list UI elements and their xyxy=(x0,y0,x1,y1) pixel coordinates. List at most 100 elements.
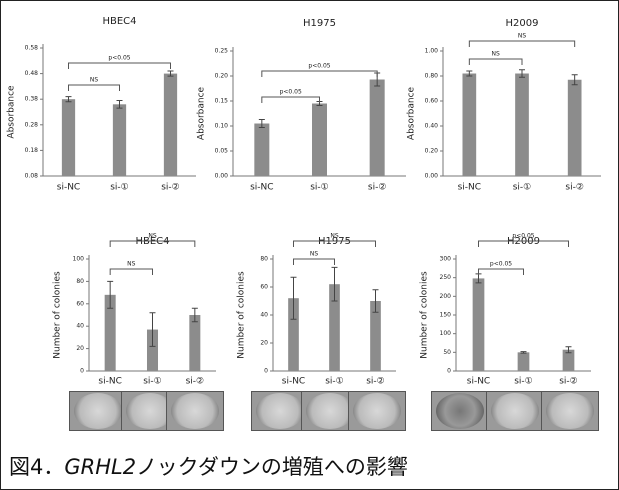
y-tick-label: 200 xyxy=(440,293,452,300)
y-tick-label: 0.58 xyxy=(25,45,39,52)
chart-title: H2009 xyxy=(506,18,539,29)
y-tick-label: 0 xyxy=(264,368,268,375)
x-tick-label: si-① xyxy=(310,183,329,193)
x-tick-label: si-② xyxy=(565,183,584,193)
x-tick-label: si-① xyxy=(110,183,129,193)
y-axis-label: Absorbance xyxy=(7,85,17,139)
y-tick-label: 0.18 xyxy=(25,147,39,154)
y-tick-label: 80 xyxy=(76,278,84,285)
y-tick-label: 0.60 xyxy=(425,98,439,105)
colony-photo xyxy=(541,391,599,431)
bar xyxy=(473,278,485,371)
y-tick-label: 50 xyxy=(443,349,451,356)
significance-label: NS xyxy=(127,261,135,268)
x-tick-label: si-② xyxy=(186,377,205,387)
y-tick-label: 0.20 xyxy=(215,73,229,80)
bar xyxy=(518,352,530,371)
bar xyxy=(189,315,200,371)
y-axis-label: Absorbance xyxy=(407,86,417,140)
y-tick-label: 250 xyxy=(440,274,452,281)
significance-label: NS xyxy=(492,51,500,58)
x-tick-label: si-② xyxy=(559,377,578,387)
significance-label: p<0.05 xyxy=(280,89,302,96)
bar xyxy=(370,80,385,177)
x-tick-label: si-NC xyxy=(458,183,481,193)
x-tick-label: si-② xyxy=(161,183,180,193)
significance-label: NS xyxy=(310,251,318,258)
significance-label: NS xyxy=(148,233,156,240)
y-axis-label: Number of colonies xyxy=(53,271,63,359)
y-tick-label: 0.05 xyxy=(215,148,229,155)
bar xyxy=(568,80,582,176)
x-tick-label: si-NC xyxy=(98,377,121,387)
y-tick-label: 0 xyxy=(80,368,84,375)
significance-bracket xyxy=(69,85,120,91)
figure: HBEC4Absorbance0.080.180.280.380.480.58s… xyxy=(0,0,619,490)
bar xyxy=(462,74,476,177)
bar xyxy=(164,74,177,176)
y-axis-label: Number of colonies xyxy=(420,271,430,359)
caption: 図4．GRHL2ノックダウンの増殖への影響 xyxy=(9,451,408,481)
x-tick-label: si-② xyxy=(368,183,387,193)
y-tick-label: 0.00 xyxy=(425,173,439,180)
significance-label: p<0.05 xyxy=(512,233,534,240)
error-bar xyxy=(521,352,527,353)
colony-photo xyxy=(69,391,127,431)
y-tick-label: 150 xyxy=(440,312,452,319)
x-tick-label: si-① xyxy=(143,377,162,387)
x-tick-label: si-② xyxy=(366,377,385,387)
x-tick-label: si-NC xyxy=(282,377,305,387)
y-tick-label: 100 xyxy=(73,256,85,263)
x-tick-label: si-① xyxy=(513,183,532,193)
y-tick-label: 0.00 xyxy=(215,173,229,180)
y-tick-label: 40 xyxy=(76,323,84,330)
colony-photo xyxy=(348,391,406,431)
y-tick-label: 20 xyxy=(76,345,84,352)
bar xyxy=(62,99,75,176)
caption-gene: GRHL2 xyxy=(64,455,136,479)
significance-label: NS xyxy=(518,33,526,40)
x-tick-label: si-NC xyxy=(250,183,273,193)
y-tick-label: 80 xyxy=(260,256,268,263)
significance-label: NS xyxy=(90,77,98,84)
significance-label: p<0.05 xyxy=(108,55,130,62)
y-tick-label: 1.00 xyxy=(425,48,439,55)
caption-prefix: 図4． xyxy=(9,455,64,479)
y-tick-label: 40 xyxy=(260,312,268,319)
colony-photo xyxy=(166,391,224,431)
bar xyxy=(312,104,327,177)
significance-bracket xyxy=(69,63,171,69)
y-axis-label: Absorbance xyxy=(197,86,207,140)
y-tick-label: 0.20 xyxy=(425,148,439,155)
significance-bracket xyxy=(479,269,524,275)
y-tick-label: 300 xyxy=(440,256,452,263)
y-tick-label: 0.80 xyxy=(425,73,439,80)
significance-bracket xyxy=(294,259,335,265)
significance-bracket xyxy=(262,71,377,77)
y-tick-label: 0.08 xyxy=(25,173,39,180)
colony-photo xyxy=(486,391,544,431)
x-tick-label: si-NC xyxy=(57,183,80,193)
significance-label: p<0.05 xyxy=(490,261,512,268)
chart-title: H1975 xyxy=(303,18,336,29)
x-tick-label: si-① xyxy=(325,377,344,387)
significance-bracket xyxy=(469,41,574,47)
y-tick-label: 20 xyxy=(260,340,268,347)
significance-label: NS xyxy=(330,233,338,240)
y-tick-label: 0.40 xyxy=(425,123,439,130)
bar xyxy=(254,124,269,177)
colony-photo xyxy=(431,391,489,431)
x-tick-label: si-① xyxy=(514,377,533,387)
significance-bracket xyxy=(110,269,152,275)
y-tick-label: 0.25 xyxy=(215,48,229,55)
significance-bracket xyxy=(469,59,522,65)
significance-bracket xyxy=(262,97,320,103)
y-tick-label: 60 xyxy=(260,284,268,291)
y-tick-label: 0.38 xyxy=(25,96,39,103)
x-tick-label: si-NC xyxy=(467,377,490,387)
y-tick-label: 0.28 xyxy=(25,121,39,128)
y-tick-label: 0.15 xyxy=(215,98,229,105)
y-tick-label: 100 xyxy=(440,330,452,337)
caption-text: ノックダウンの増殖への影響 xyxy=(136,455,408,479)
bar xyxy=(113,104,126,176)
